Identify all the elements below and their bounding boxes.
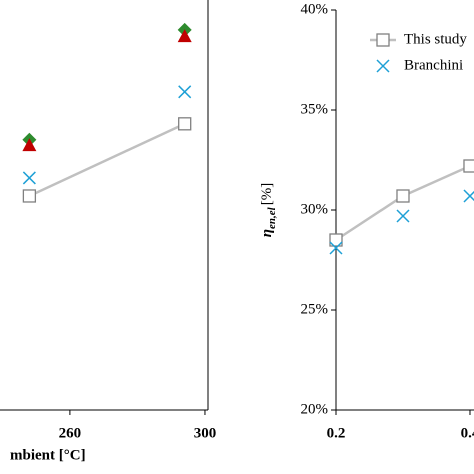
y-tick-label: 40% (301, 1, 329, 17)
marker-cross (396, 209, 410, 223)
marker-cross (463, 189, 474, 203)
series-line (335, 164, 471, 242)
x-tick-label: 260 (59, 425, 82, 441)
marker-square (376, 33, 390, 47)
marker-triangle (22, 138, 37, 152)
y-tick-label: 30% (301, 201, 329, 217)
y-tick-label: 25% (301, 301, 329, 317)
y-label-unit: [%] (259, 183, 275, 206)
marker-cross (22, 171, 36, 185)
marker-square (22, 189, 37, 203)
marker-cross (329, 241, 343, 255)
marker-square (329, 233, 343, 247)
marker-square (396, 189, 410, 203)
legend-label: This study (404, 31, 467, 47)
legend-label: Branchini (404, 57, 463, 73)
x-tick-label: 0.4 (461, 425, 474, 441)
y-tick-label: 20% (301, 401, 329, 417)
series-line (28, 122, 186, 198)
x-tick-label: 0.2 (327, 425, 346, 441)
marker-cross (178, 85, 192, 99)
y-label-main: η (259, 229, 275, 237)
marker-cross (376, 59, 390, 73)
y-label-sub: en,el (266, 206, 278, 229)
marker-triangle (177, 29, 192, 43)
y-axis-label: ηen,el[%] (259, 183, 277, 237)
x-tick-label: 300 (194, 425, 217, 441)
y-tick-label: 35% (301, 101, 329, 117)
x-axis-label: mbient [°C] (10, 447, 86, 463)
marker-square (463, 159, 474, 173)
marker-square (178, 117, 192, 131)
